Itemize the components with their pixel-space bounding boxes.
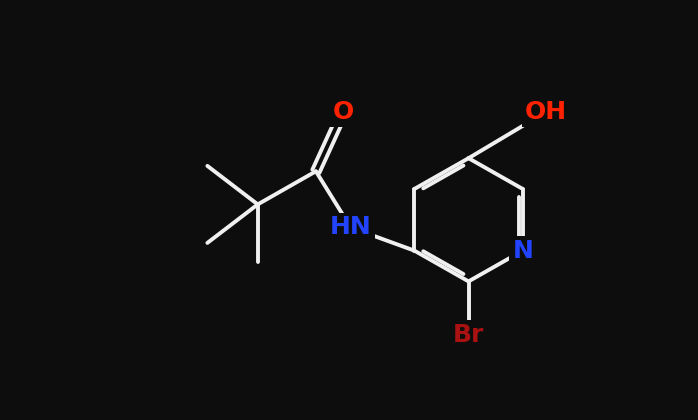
Text: HN: HN	[330, 215, 371, 239]
Text: Br: Br	[453, 323, 484, 347]
Text: OH: OH	[525, 100, 567, 124]
Text: O: O	[332, 100, 354, 124]
Text: N: N	[512, 239, 533, 262]
